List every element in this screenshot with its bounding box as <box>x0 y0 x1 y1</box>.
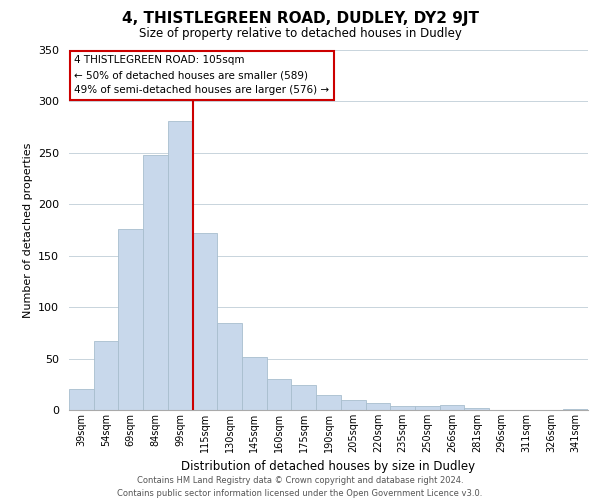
Bar <box>464 408 489 410</box>
Bar <box>440 405 464 410</box>
Bar <box>193 233 217 410</box>
Bar <box>217 322 242 410</box>
Text: Contains HM Land Registry data © Crown copyright and database right 2024.
Contai: Contains HM Land Registry data © Crown c… <box>118 476 482 498</box>
Bar <box>69 390 94 410</box>
X-axis label: Distribution of detached houses by size in Dudley: Distribution of detached houses by size … <box>181 460 476 473</box>
Y-axis label: Number of detached properties: Number of detached properties <box>23 142 32 318</box>
Bar <box>168 121 193 410</box>
Bar <box>390 406 415 410</box>
Bar <box>94 341 118 410</box>
Bar <box>242 356 267 410</box>
Bar <box>292 386 316 410</box>
Bar <box>365 403 390 410</box>
Text: 4, THISTLEGREEN ROAD, DUDLEY, DY2 9JT: 4, THISTLEGREEN ROAD, DUDLEY, DY2 9JT <box>121 12 479 26</box>
Text: Size of property relative to detached houses in Dudley: Size of property relative to detached ho… <box>139 28 461 40</box>
Bar <box>341 400 365 410</box>
Bar <box>415 406 440 410</box>
Bar <box>563 409 588 410</box>
Bar <box>316 394 341 410</box>
Bar <box>267 379 292 410</box>
Text: 4 THISTLEGREEN ROAD: 105sqm
← 50% of detached houses are smaller (589)
49% of se: 4 THISTLEGREEN ROAD: 105sqm ← 50% of det… <box>74 56 329 95</box>
Bar <box>118 229 143 410</box>
Bar <box>143 155 168 410</box>
